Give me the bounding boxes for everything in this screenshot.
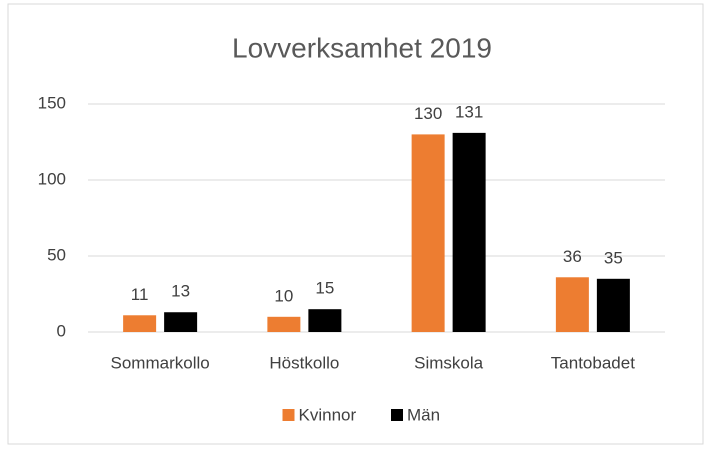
- legend-label: Kvinnor: [299, 405, 357, 424]
- bar: [267, 316, 301, 332]
- chart-frame: [7, 3, 704, 445]
- legend-swatch: [391, 409, 403, 421]
- legend-label: Män: [407, 405, 440, 424]
- data-label: 130: [414, 104, 442, 123]
- data-label: 10: [274, 286, 293, 305]
- y-tick-label: 150: [38, 93, 66, 112]
- y-tick-label: 50: [47, 245, 66, 264]
- y-tick-label: 100: [38, 169, 66, 188]
- x-tick-label: Höstkollo: [269, 353, 339, 372]
- data-label: 11: [131, 285, 149, 304]
- data-label: 36: [563, 247, 582, 266]
- legend-swatch: [282, 409, 295, 421]
- data-label: 13: [171, 282, 190, 301]
- x-tick-label: Sommarkollo: [111, 353, 210, 372]
- bar: [123, 315, 157, 332]
- bar: [555, 277, 589, 332]
- data-label: 35: [604, 248, 623, 267]
- bar: [411, 134, 445, 332]
- bar: [596, 278, 630, 332]
- chart-title: Lovverksamhet 2019: [232, 32, 492, 63]
- x-tick-label: Tantobadet: [551, 353, 635, 372]
- x-tick-label: Simskola: [414, 353, 484, 372]
- bar: [452, 132, 486, 332]
- bar: [308, 309, 342, 332]
- data-label: 131: [455, 102, 483, 121]
- y-tick-label: 0: [57, 321, 66, 340]
- data-label: 15: [315, 279, 334, 298]
- bar: [164, 312, 198, 332]
